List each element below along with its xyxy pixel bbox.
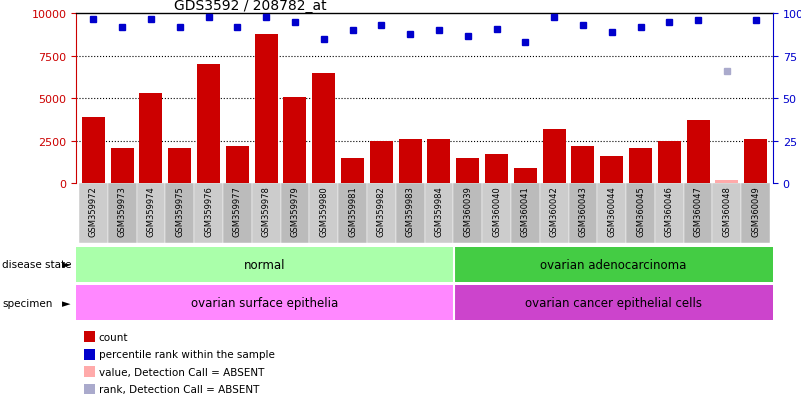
Bar (111, 148, 134, 184)
Bar (485, 155, 508, 184)
Bar (626, 184, 655, 244)
Bar (540, 184, 569, 244)
Text: GSM360043: GSM360043 (578, 185, 587, 236)
Bar (396, 184, 425, 244)
Bar (542, 130, 566, 184)
Bar (168, 148, 191, 184)
Bar (284, 97, 307, 184)
Bar (370, 141, 392, 184)
Text: ovarian adenocarcinoma: ovarian adenocarcinoma (540, 258, 686, 271)
Text: GSM360047: GSM360047 (694, 185, 702, 236)
Text: ►: ► (62, 298, 70, 308)
Bar (428, 140, 450, 184)
Text: GSM359978: GSM359978 (262, 185, 271, 236)
Text: GSM360046: GSM360046 (665, 185, 674, 236)
Bar (280, 184, 309, 244)
Text: count: count (99, 332, 128, 342)
Text: rank, Detection Call = ABSENT: rank, Detection Call = ABSENT (99, 384, 259, 394)
Text: normal: normal (244, 258, 286, 271)
Bar (312, 74, 336, 184)
Bar (571, 147, 594, 184)
Bar (715, 180, 739, 184)
Text: GSM359982: GSM359982 (376, 185, 386, 236)
Bar (309, 184, 338, 244)
Bar (457, 158, 479, 184)
Bar (482, 184, 511, 244)
Text: GSM359977: GSM359977 (233, 185, 242, 236)
Text: GSM360048: GSM360048 (723, 185, 731, 236)
Text: value, Detection Call = ABSENT: value, Detection Call = ABSENT (99, 367, 264, 377)
Bar (684, 184, 713, 244)
Bar (658, 141, 681, 184)
Bar (453, 184, 482, 244)
Text: GSM359976: GSM359976 (204, 185, 213, 236)
Text: GSM360041: GSM360041 (521, 185, 529, 236)
Text: GSM360039: GSM360039 (463, 185, 473, 236)
Bar (655, 184, 684, 244)
Bar (255, 35, 278, 184)
Text: GSM359983: GSM359983 (405, 185, 415, 236)
Text: GSM359975: GSM359975 (175, 185, 184, 236)
Text: GSM359979: GSM359979 (291, 185, 300, 236)
Bar (511, 184, 540, 244)
Text: ovarian cancer epithelial cells: ovarian cancer epithelial cells (525, 297, 702, 309)
Bar (367, 184, 396, 244)
Text: GSM360042: GSM360042 (549, 185, 558, 236)
Bar (76, 247, 453, 282)
Text: ovarian surface epithelia: ovarian surface epithelia (191, 297, 339, 309)
Bar (629, 148, 652, 184)
Text: disease state: disease state (2, 259, 72, 270)
Bar (513, 169, 537, 184)
Bar (425, 184, 453, 244)
Bar (713, 184, 741, 244)
Bar (744, 140, 767, 184)
Bar (136, 184, 165, 244)
Text: GDS3592 / 208782_at: GDS3592 / 208782_at (174, 0, 326, 14)
Text: GSM360045: GSM360045 (636, 185, 645, 236)
Bar (82, 118, 105, 184)
Bar (600, 157, 623, 184)
Bar (569, 184, 598, 244)
Bar (226, 147, 249, 184)
Text: GSM359972: GSM359972 (89, 185, 98, 236)
Text: GSM359973: GSM359973 (118, 185, 127, 236)
Bar (399, 140, 421, 184)
Bar (252, 184, 280, 244)
Bar (341, 158, 364, 184)
Text: GSM360044: GSM360044 (607, 185, 616, 236)
Text: specimen: specimen (2, 298, 53, 308)
Bar (598, 184, 626, 244)
Text: GSM360049: GSM360049 (751, 185, 760, 236)
Bar (139, 94, 163, 184)
Bar (76, 285, 453, 320)
Text: GSM359984: GSM359984 (434, 185, 444, 236)
Text: GSM360040: GSM360040 (492, 185, 501, 236)
Text: GSM359981: GSM359981 (348, 185, 357, 236)
Bar (197, 65, 220, 184)
Bar (194, 184, 223, 244)
Bar (338, 184, 367, 244)
Bar (108, 184, 136, 244)
Text: percentile rank within the sample: percentile rank within the sample (99, 349, 275, 359)
Bar (741, 184, 770, 244)
Bar (686, 121, 710, 184)
Bar (453, 285, 773, 320)
Text: GSM359980: GSM359980 (320, 185, 328, 236)
Bar (165, 184, 194, 244)
Text: GSM359974: GSM359974 (147, 185, 155, 236)
Bar (223, 184, 252, 244)
Text: ►: ► (62, 259, 70, 270)
Bar (79, 184, 108, 244)
Bar (453, 247, 773, 282)
